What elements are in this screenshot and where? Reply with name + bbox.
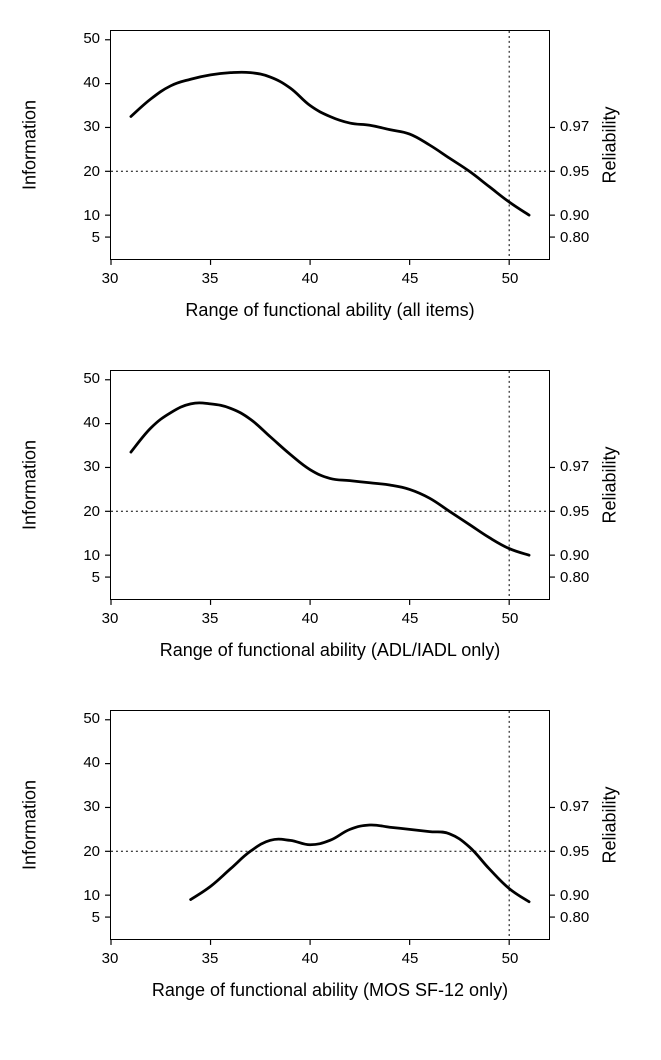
y-right-tick-label: 0.97 (560, 458, 600, 475)
y-axis-left-label: Information (20, 100, 41, 190)
y-axis-left-label: Information (20, 440, 41, 530)
information-curve (131, 72, 529, 215)
x-tick-label: 45 (395, 610, 425, 627)
information-curve (131, 403, 529, 555)
plot-area (110, 710, 550, 940)
x-tick-label: 35 (195, 610, 225, 627)
plot-svg (111, 371, 549, 599)
y-left-tick-label: 5 (60, 229, 100, 246)
chart-panel-0: 30 35 40 45 50 5 10 20 30 40 50 0.80 0.90 0.95 0.97 Inf… (20, 20, 641, 340)
chart-panel-1: 30 35 40 45 50 5 10 20 30 40 50 0.80 0.90 0.95 0.97 Inf… (20, 360, 641, 680)
y-left-tick-label: 10 (60, 547, 100, 564)
x-tick-label: 50 (495, 950, 525, 967)
y-left-tick-label: 30 (60, 458, 100, 475)
x-tick-label: 40 (295, 610, 325, 627)
x-tick-label: 30 (95, 610, 125, 627)
x-tick-label: 35 (195, 950, 225, 967)
y-left-tick-label: 40 (60, 414, 100, 431)
y-left-tick-label: 20 (60, 163, 100, 180)
y-axis-right-label: Reliability (600, 786, 621, 863)
y-left-tick-label: 5 (60, 569, 100, 586)
plot-svg (111, 31, 549, 259)
y-axis-right-label: Reliability (600, 106, 621, 183)
x-tick-label: 30 (95, 270, 125, 287)
y-left-tick-label: 40 (60, 754, 100, 771)
y-left-tick-label: 50 (60, 30, 100, 47)
y-left-tick-label: 30 (60, 798, 100, 815)
x-axis-label: Range of functional ability (all items) (185, 300, 474, 321)
x-tick-label: 50 (495, 610, 525, 627)
y-right-tick-label: 0.90 (560, 547, 600, 564)
x-tick-label: 40 (295, 950, 325, 967)
y-left-tick-label: 20 (60, 503, 100, 520)
plot-svg (111, 711, 549, 939)
y-left-tick-label: 10 (60, 887, 100, 904)
y-right-tick-label: 0.95 (560, 163, 600, 180)
y-right-tick-label: 0.90 (560, 207, 600, 224)
y-left-tick-label: 10 (60, 207, 100, 224)
x-axis-label: Range of functional ability (MOS SF-12 o… (152, 980, 508, 1001)
y-right-tick-label: 0.80 (560, 569, 600, 586)
plot-area (110, 30, 550, 260)
y-left-tick-label: 5 (60, 909, 100, 926)
y-right-tick-label: 0.80 (560, 229, 600, 246)
chart-panel-2: 30 35 40 45 50 5 10 20 30 40 50 0.80 0.90 0.95 0.97 Inf… (20, 700, 641, 1020)
multi-panel-chart: 30 35 40 45 50 5 10 20 30 40 50 0.80 0.90 0.95 0.97 Inf… (20, 20, 641, 1020)
y-right-tick-label: 0.95 (560, 503, 600, 520)
y-left-tick-label: 40 (60, 74, 100, 91)
y-left-tick-label: 20 (60, 843, 100, 860)
x-tick-label: 45 (395, 270, 425, 287)
y-right-tick-label: 0.97 (560, 118, 600, 135)
y-left-tick-label: 50 (60, 370, 100, 387)
y-axis-left-label: Information (20, 780, 41, 870)
y-right-tick-label: 0.95 (560, 843, 600, 860)
y-left-tick-label: 50 (60, 710, 100, 727)
y-right-tick-label: 0.97 (560, 798, 600, 815)
x-tick-label: 50 (495, 270, 525, 287)
y-axis-right-label: Reliability (600, 446, 621, 523)
x-tick-label: 40 (295, 270, 325, 287)
x-tick-label: 45 (395, 950, 425, 967)
x-axis-label: Range of functional ability (ADL/IADL on… (160, 640, 501, 661)
y-right-tick-label: 0.90 (560, 887, 600, 904)
information-curve (191, 825, 529, 902)
y-right-tick-label: 0.80 (560, 909, 600, 926)
plot-area (110, 370, 550, 600)
y-left-tick-label: 30 (60, 118, 100, 135)
x-tick-label: 35 (195, 270, 225, 287)
x-tick-label: 30 (95, 950, 125, 967)
